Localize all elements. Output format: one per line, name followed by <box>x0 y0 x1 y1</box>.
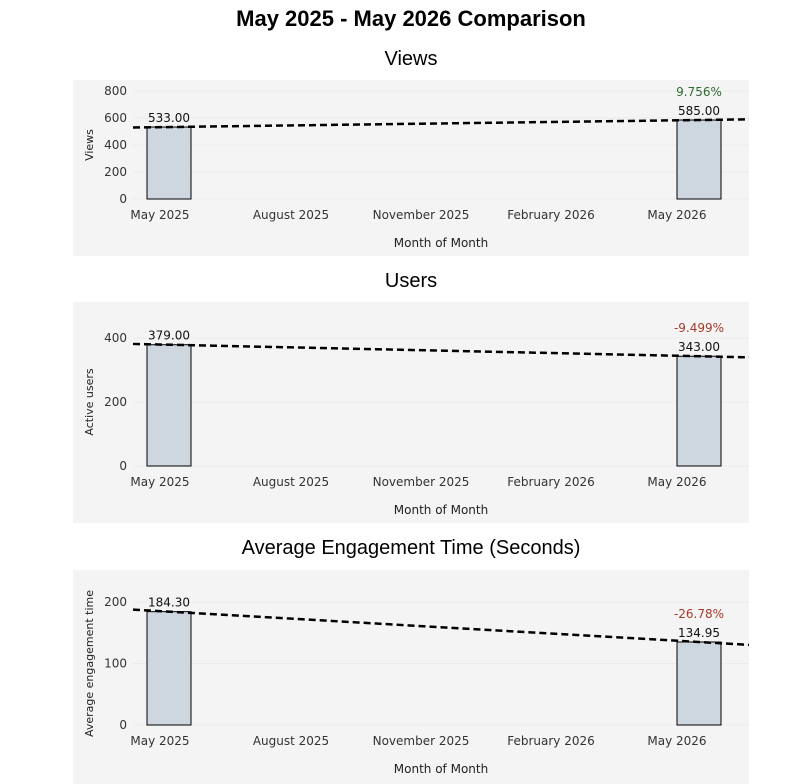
x-tick-label: November 2025 <box>373 475 470 489</box>
views-chart-panel: 800 600 400 200 0 Views May 2025 August 2025 Nov… <box>73 80 750 256</box>
y-axis-label: Average engagement time <box>83 590 96 737</box>
trend-line <box>132 118 750 129</box>
y-tick-label: 0 <box>119 192 127 206</box>
bar-value-label: 184.30 <box>148 596 190 610</box>
x-tick-label: February 2026 <box>507 734 595 748</box>
y-tick-label: 0 <box>119 718 127 732</box>
x-axis-label: Month of Month <box>394 236 488 250</box>
x-tick-label: November 2025 <box>373 208 470 222</box>
y-tick-label: 400 <box>104 331 127 345</box>
x-tick-label: May 2025 <box>130 734 189 748</box>
percent-change-label: -26.78% <box>674 607 724 621</box>
engagement-chart: 200 100 0 Average engagement time May 2025 Au… <box>83 590 750 776</box>
engagement-chart-panel: 200 100 0 Average engagement time May 2025 Au… <box>73 570 750 784</box>
x-tick-label: August 2025 <box>253 734 329 748</box>
x-tick-label: May 2026 <box>647 208 706 222</box>
x-tick-label: May 2026 <box>647 734 706 748</box>
chart-title-views: Views <box>384 48 438 70</box>
bar <box>146 344 192 467</box>
y-tick-label: 0 <box>119 459 127 473</box>
x-tick-label: November 2025 <box>373 734 470 748</box>
x-tick-label: August 2025 <box>253 475 329 489</box>
x-tick-label: May 2025 <box>130 208 189 222</box>
bar <box>676 119 722 200</box>
x-tick-label: May 2026 <box>647 475 706 489</box>
y-tick-label: 600 <box>104 111 127 125</box>
y-tick-label: 200 <box>104 395 127 409</box>
users-chart-panel: 400 200 0 Active users May 2025 August 2025 No… <box>73 302 750 523</box>
bar <box>676 641 722 726</box>
y-tick-label: 100 <box>104 657 127 671</box>
chart-title-engagement: Average Engagement Time (Seconds) <box>241 537 581 559</box>
percent-change-label: 9.756% <box>676 85 722 99</box>
bar <box>146 611 192 726</box>
trend-line <box>132 608 750 647</box>
y-axis-label: Views <box>83 129 96 161</box>
bar-value-label: 134.95 <box>678 626 720 640</box>
y-tick-label: 400 <box>104 138 127 152</box>
trend-line <box>132 342 750 359</box>
bar-value-label: 585.00 <box>678 104 720 118</box>
y-tick-label: 800 <box>104 84 127 98</box>
chart-title-users: Users <box>384 270 438 292</box>
x-axis-label: Month of Month <box>394 762 488 776</box>
bar-value-label: 379.00 <box>148 329 190 343</box>
percent-change-label: -9.499% <box>674 321 724 335</box>
x-tick-label: February 2026 <box>507 475 595 489</box>
y-tick-label: 200 <box>104 595 127 609</box>
views-chart: 800 600 400 200 0 Views May 2025 August 2025 Nov… <box>83 84 750 250</box>
users-chart: 400 200 0 Active users May 2025 August 2025 No… <box>83 321 750 517</box>
x-tick-label: August 2025 <box>253 208 329 222</box>
y-tick-label: 200 <box>104 165 127 179</box>
x-tick-label: May 2025 <box>130 475 189 489</box>
x-axis-label: Month of Month <box>394 503 488 517</box>
bar-value-label: 343.00 <box>678 340 720 354</box>
bar-value-label: 533.00 <box>148 111 190 125</box>
y-axis-label: Active users <box>83 368 96 436</box>
x-tick-label: February 2026 <box>507 208 595 222</box>
bar <box>146 126 192 200</box>
bar <box>676 355 722 467</box>
page-title: May 2025 - May 2026 Comparison <box>236 6 586 31</box>
